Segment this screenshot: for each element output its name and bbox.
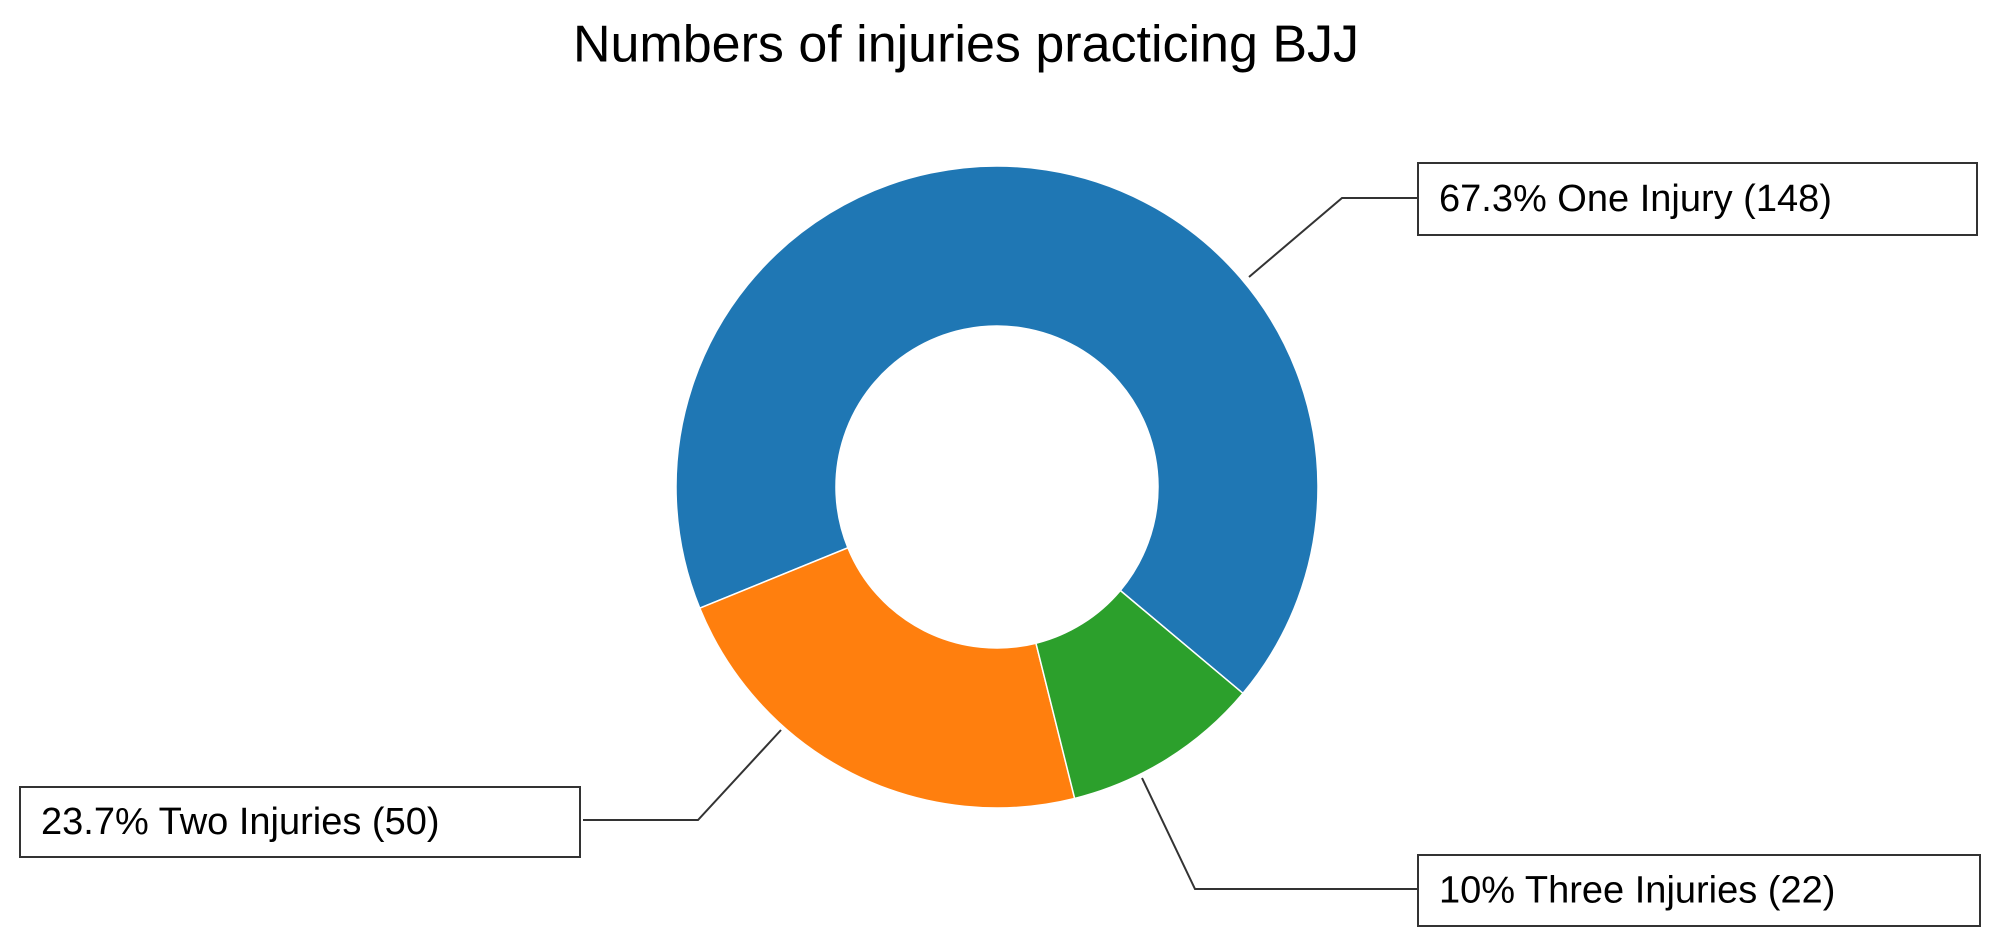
leader-line [1248,197,1418,278]
label-box [1417,162,1978,236]
label-box [1417,854,1981,927]
slice-label: 67.3% One Injury (148) [1439,178,1832,220]
slice-label: 23.7% Two Injuries (50) [41,801,440,843]
slice-label: 10% Three Injuries (22) [1439,870,1835,912]
chart-title: Numbers of injuries practicing BJJ [573,16,1359,74]
leader-line [583,729,782,821]
donut-slice [675,165,1319,695]
donut-slice [1035,589,1244,800]
label-box [19,786,581,858]
donut-slice [698,546,1076,809]
leader-line [1141,777,1418,890]
